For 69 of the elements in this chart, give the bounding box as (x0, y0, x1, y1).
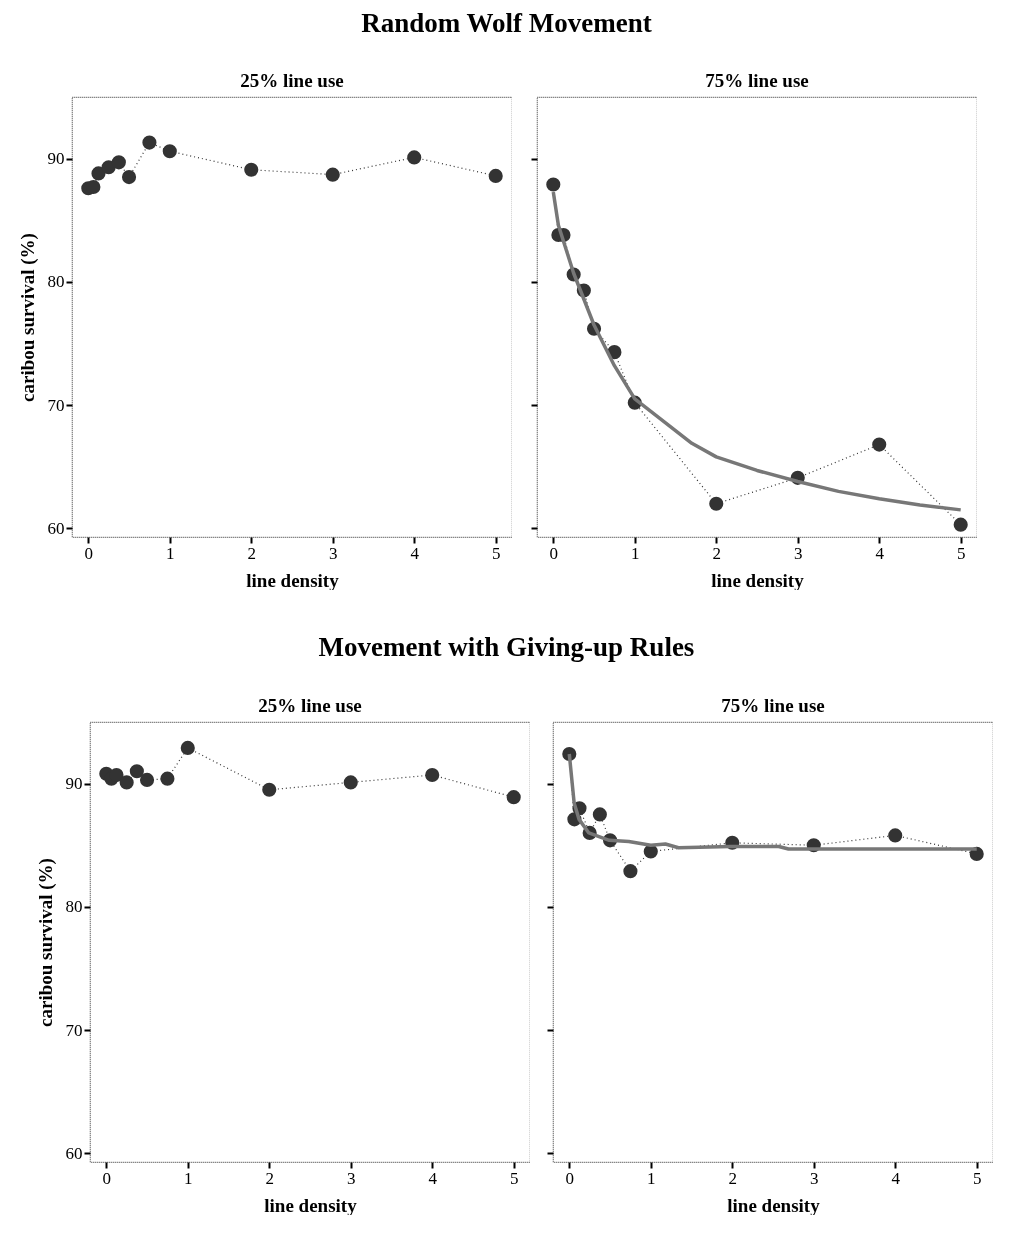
y-tick-label: 70 (65, 1020, 83, 1040)
point (160, 771, 175, 786)
x-tick-label: 1 (184, 1168, 193, 1188)
point (592, 807, 607, 822)
point (872, 437, 887, 452)
point (953, 517, 968, 532)
point (129, 764, 144, 779)
point (888, 828, 903, 843)
chart-title: 75% line use (705, 70, 809, 91)
point (262, 782, 277, 797)
y-tick-label: 60 (65, 1143, 83, 1163)
point (244, 162, 259, 177)
y-tick-label: 80 (47, 272, 65, 292)
x-tick-label: 0 (102, 1168, 112, 1188)
y-axis-title: caribou survival (%) (34, 858, 57, 1027)
point (506, 790, 521, 805)
x-tick-label: 1 (166, 543, 175, 563)
x-tick-label: 4 (891, 1168, 901, 1188)
text: Random Wolf Movement (360, 8, 653, 39)
x-tick-label: 3 (328, 543, 338, 563)
x-tick-label: 2 (265, 1168, 275, 1188)
x-tick-label: 3 (346, 1168, 356, 1188)
point (488, 168, 503, 183)
point (111, 155, 126, 170)
x-tick-label: 2 (712, 543, 722, 563)
y-axis-title: caribou survival (%) (16, 233, 39, 402)
x-tick-label: 2 (247, 543, 257, 563)
y-tick-label: 80 (65, 897, 83, 917)
x-axis-title: line density (264, 1194, 358, 1216)
x-tick-label: 1 (631, 543, 640, 563)
point (343, 775, 358, 790)
x-tick-label: 4 (428, 1168, 438, 1188)
chart-title: 25% line use (258, 695, 362, 716)
point (162, 144, 177, 159)
x-tick-label: 0 (549, 543, 559, 563)
chart-title: 75% line use (721, 695, 825, 716)
point (546, 177, 561, 192)
x-tick-label: 3 (809, 1168, 819, 1188)
chart-title: 25% line use (240, 70, 344, 91)
x-tick-label: 5 (972, 1168, 982, 1188)
y-tick-label: 70 (47, 395, 65, 415)
x-axis-title: line density (246, 569, 340, 591)
x-axis-title: line density (727, 1194, 821, 1216)
point (119, 775, 134, 790)
y-tick-label: 90 (47, 149, 65, 169)
point (86, 179, 101, 195)
x-tick-label: 3 (793, 543, 803, 563)
x-tick-label: 4 (875, 543, 885, 563)
point (407, 150, 422, 165)
x-axis-title: line density (711, 569, 805, 591)
x-tick-label: 0 (565, 1168, 575, 1188)
x-tick-label: 5 (956, 543, 966, 563)
y-tick-label: 60 (47, 518, 65, 538)
point (142, 135, 157, 150)
point (121, 170, 137, 185)
text: Movement with Giving-up Rules (317, 632, 696, 663)
x-tick-label: 2 (728, 1168, 738, 1188)
point (425, 767, 440, 783)
point (709, 496, 724, 511)
x-tick-label: 5 (491, 543, 501, 563)
x-tick-label: 0 (84, 543, 94, 563)
point (325, 167, 340, 182)
x-tick-label: 4 (410, 543, 420, 563)
point (623, 864, 638, 879)
point (180, 740, 195, 755)
x-tick-label: 5 (509, 1168, 519, 1188)
y-tick-label: 90 (65, 774, 83, 794)
point (139, 772, 155, 787)
x-tick-label: 1 (647, 1168, 656, 1188)
